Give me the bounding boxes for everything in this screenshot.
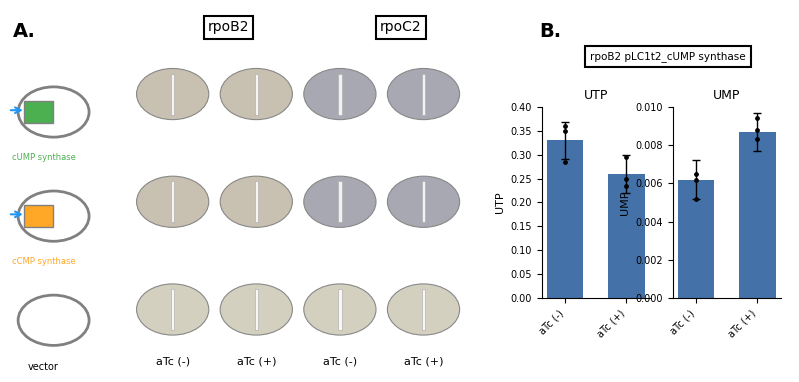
- Point: [620, 154, 633, 160]
- Y-axis label: UMP: UMP: [620, 190, 630, 215]
- Point: [690, 196, 702, 202]
- Circle shape: [137, 284, 209, 335]
- Circle shape: [221, 68, 292, 120]
- Bar: [171, 289, 174, 330]
- Circle shape: [221, 284, 292, 335]
- Circle shape: [304, 284, 376, 335]
- Circle shape: [137, 68, 209, 120]
- Point: [620, 183, 633, 189]
- Circle shape: [221, 176, 292, 227]
- Point: [751, 127, 764, 133]
- Point: [751, 115, 764, 121]
- Point: [690, 171, 702, 177]
- Text: rpoB2: rpoB2: [208, 21, 249, 34]
- Text: aTc (+): aTc (+): [403, 357, 443, 367]
- Circle shape: [388, 284, 459, 335]
- Bar: [422, 289, 425, 330]
- Circle shape: [137, 176, 209, 227]
- Title: UMP: UMP: [713, 89, 741, 102]
- Bar: [338, 289, 341, 330]
- Point: [559, 128, 571, 134]
- Bar: [547, 141, 583, 298]
- Point: [690, 176, 702, 183]
- Text: B.: B.: [539, 22, 561, 41]
- Y-axis label: UTP: UTP: [495, 192, 505, 213]
- Text: aTc (+): aTc (+): [237, 357, 276, 367]
- Bar: [171, 181, 174, 222]
- Bar: [255, 74, 258, 115]
- Circle shape: [304, 68, 376, 120]
- Text: rpoB2 pLC1t2_cUMP synthase: rpoB2 pLC1t2_cUMP synthase: [590, 51, 745, 62]
- Title: UTP: UTP: [583, 89, 608, 102]
- Bar: [338, 74, 341, 115]
- Text: vector: vector: [28, 361, 59, 372]
- Bar: [255, 289, 258, 330]
- Circle shape: [304, 176, 376, 227]
- Text: cCMP synthase: cCMP synthase: [12, 257, 75, 266]
- Circle shape: [388, 176, 459, 227]
- Point: [559, 159, 571, 165]
- Bar: [422, 74, 425, 115]
- FancyBboxPatch shape: [24, 206, 53, 227]
- Circle shape: [388, 68, 459, 120]
- Bar: [739, 132, 776, 298]
- Point: [620, 176, 633, 182]
- Bar: [678, 180, 714, 298]
- Text: A.: A.: [13, 22, 36, 41]
- Bar: [171, 74, 174, 115]
- Text: cUMP synthase: cUMP synthase: [11, 153, 75, 162]
- Bar: [255, 181, 258, 222]
- FancyBboxPatch shape: [24, 101, 53, 123]
- Bar: [422, 181, 425, 222]
- Text: aTc (-): aTc (-): [156, 357, 189, 367]
- Text: aTc (-): aTc (-): [323, 357, 357, 367]
- Bar: [608, 174, 645, 298]
- Text: rpoC2: rpoC2: [380, 21, 422, 34]
- Point: [751, 136, 764, 142]
- Bar: [338, 181, 341, 222]
- Point: [559, 123, 571, 129]
